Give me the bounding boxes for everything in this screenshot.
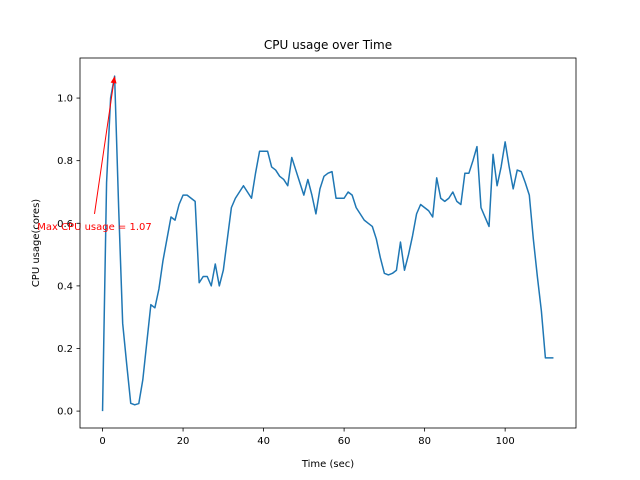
y-tick-label: 0.4: [57, 281, 73, 292]
cpu-usage-line: [101, 75, 554, 412]
x-tick-label: 20: [177, 436, 190, 447]
x-tick-label: 0: [99, 436, 105, 447]
plot-area: [101, 75, 554, 412]
x-axis-label: Time (sec): [301, 459, 354, 470]
annotation-arrow-head: [110, 76, 117, 84]
annotation-layer: Max CPU usage = 1.07: [37, 76, 152, 233]
chart-title: CPU usage over Time: [264, 38, 392, 52]
x-axis-ticks: 0 20 40 60 80 100: [99, 428, 515, 447]
y-axis-label: CPU usage(cores): [31, 199, 42, 287]
y-axis-ticks: 0.0 0.2 0.4 0.6 0.8 1.0: [57, 94, 80, 418]
x-tick-label: 100: [496, 436, 515, 447]
y-tick-label: 0.0: [57, 407, 73, 418]
y-tick-label: 0.6: [57, 219, 73, 230]
max-cpu-annotation-label: Max CPU usage = 1.07: [37, 222, 152, 233]
y-tick-label: 0.8: [57, 156, 73, 167]
x-tick-label: 40: [257, 436, 270, 447]
x-tick-label: 80: [418, 436, 431, 447]
x-tick-label: 60: [338, 436, 351, 447]
annotation-arrow-shaft: [93, 83, 115, 214]
plot-frame: [79, 57, 577, 429]
y-tick-label: 0.2: [57, 344, 73, 355]
y-tick-label: 1.0: [57, 94, 73, 105]
